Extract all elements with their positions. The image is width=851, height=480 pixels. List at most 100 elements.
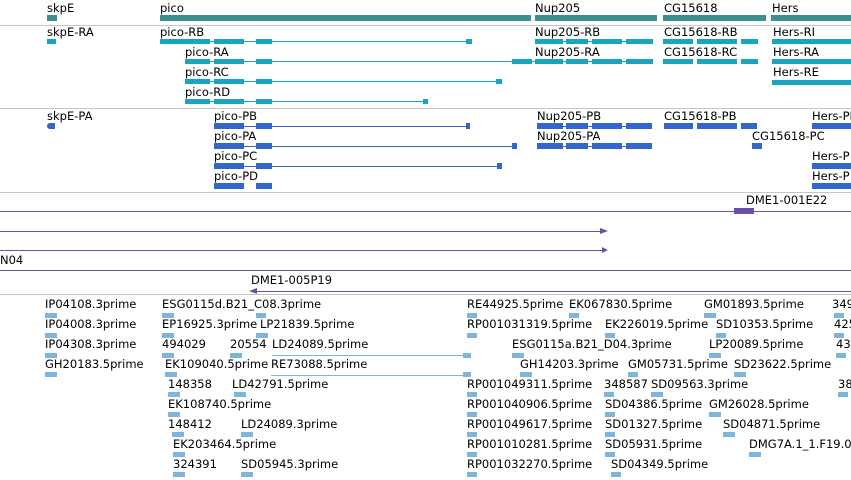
est-feature[interactable] xyxy=(467,392,477,397)
protein-exon[interactable] xyxy=(256,163,272,169)
protein-label[interactable]: pico-PD xyxy=(214,169,259,183)
gene-feature-skpe[interactable] xyxy=(47,15,57,21)
transcript-exon[interactable] xyxy=(512,59,532,64)
protein-label[interactable]: CG15618-PC xyxy=(752,129,825,143)
est-feature[interactable] xyxy=(467,472,477,477)
est-label[interactable]: ESG0115a.B21_D04.3prime xyxy=(512,337,672,351)
transcript-exon[interactable] xyxy=(772,80,851,85)
est-feature[interactable] xyxy=(45,353,57,358)
est-label[interactable]: EK109040.5prime xyxy=(165,357,269,371)
est-label[interactable]: RP001031319.5prime xyxy=(467,317,593,331)
est-label[interactable]: 494029 xyxy=(162,337,206,351)
est-feature[interactable] xyxy=(605,412,615,417)
transcript-label[interactable]: skpE-RA xyxy=(47,25,94,39)
clone-line[interactable] xyxy=(251,291,851,292)
protein-label[interactable]: pico-PA xyxy=(214,129,257,143)
protein-exon[interactable] xyxy=(256,123,272,129)
est-feature[interactable] xyxy=(836,353,846,358)
est-feature[interactable] xyxy=(605,333,615,338)
protein-label[interactable]: pico-PB xyxy=(214,109,258,123)
protein-exon[interactable] xyxy=(512,143,517,149)
est-label[interactable]: 349 xyxy=(832,297,851,311)
est-feature[interactable] xyxy=(716,333,726,338)
est-label[interactable]: GM01893.5prime xyxy=(704,297,804,311)
est-label[interactable]: EK226019.5prime xyxy=(605,317,709,331)
est-feature[interactable] xyxy=(520,372,532,377)
est-label[interactable]: SD04871.5prime xyxy=(723,417,821,431)
est-label[interactable]: 148358 xyxy=(168,377,212,391)
transcript-exon[interactable] xyxy=(160,39,210,44)
est-label[interactable]: SD04386.5prime xyxy=(605,397,703,411)
clone-label[interactable]: DME1-001E22 xyxy=(746,193,828,207)
est-label[interactable]: 38 xyxy=(838,377,851,391)
est-feature[interactable] xyxy=(173,452,185,457)
est-feature[interactable] xyxy=(611,472,621,477)
transcript-exon[interactable] xyxy=(566,39,588,44)
est-feature[interactable] xyxy=(467,432,477,437)
est-label[interactable]: EK203464.5prime xyxy=(173,437,277,451)
transcript-exon[interactable] xyxy=(663,39,693,44)
protein-exon[interactable] xyxy=(697,123,737,129)
transcript-exon[interactable] xyxy=(772,39,851,44)
est-feature[interactable] xyxy=(45,333,57,338)
est-label[interactable]: GH14203.3prime xyxy=(520,357,619,371)
transcript-exon[interactable] xyxy=(772,59,851,64)
transcript-exon[interactable] xyxy=(741,39,758,44)
protein-exon[interactable] xyxy=(214,163,244,169)
protein-label[interactable]: Hers-P xyxy=(812,169,850,183)
est-label[interactable]: LD42791.5prime xyxy=(232,377,329,391)
est-feature[interactable] xyxy=(749,452,761,457)
protein-exon[interactable] xyxy=(497,163,502,169)
transcript-exon[interactable] xyxy=(663,59,693,64)
transcript-exon[interactable] xyxy=(697,39,737,44)
clone-label[interactable]: N04 xyxy=(0,253,24,267)
clone-line[interactable] xyxy=(0,231,604,232)
est-feature[interactable] xyxy=(709,353,721,358)
protein-label[interactable]: Nup205-PA xyxy=(537,129,601,143)
clone-feature[interactable] xyxy=(734,208,754,214)
protein-exon[interactable] xyxy=(214,123,244,129)
est-feature[interactable] xyxy=(168,392,180,397)
protein-label[interactable]: Hers-PI xyxy=(812,109,851,123)
est-feature[interactable] xyxy=(834,333,844,338)
est-feature[interactable] xyxy=(162,313,174,318)
est-label[interactable]: SD05945.3prime xyxy=(241,457,339,471)
transcript-label[interactable]: CG15618-RC xyxy=(664,45,738,59)
est-label[interactable]: SD23622.5prime xyxy=(734,357,832,371)
est-label[interactable]: GM05731.5prime xyxy=(628,357,728,371)
protein-exon[interactable] xyxy=(566,143,588,149)
est-label[interactable]: 425 xyxy=(834,317,851,331)
transcript-exon[interactable] xyxy=(256,39,272,44)
est-feature[interactable] xyxy=(172,432,184,437)
est-label[interactable]: IP04108.3prime xyxy=(45,297,137,311)
transcript-exon[interactable] xyxy=(535,39,563,44)
est-label[interactable]: RP001010281.5prime xyxy=(467,437,593,451)
transcript-exon[interactable] xyxy=(256,59,272,64)
est-feature[interactable] xyxy=(165,372,177,377)
est-feature[interactable] xyxy=(628,372,638,377)
clone-line[interactable] xyxy=(0,211,851,212)
protein-exon[interactable] xyxy=(256,143,272,149)
transcript-exon[interactable] xyxy=(256,99,272,104)
transcript-label[interactable]: Hers-RA xyxy=(773,45,819,59)
est-feature[interactable] xyxy=(512,353,524,358)
clone-line[interactable] xyxy=(0,270,851,271)
transcript-exon[interactable] xyxy=(592,59,622,64)
transcript-exon[interactable] xyxy=(185,59,210,64)
est-label[interactable]: LP21839.5prime xyxy=(260,317,355,331)
protein-exon[interactable] xyxy=(537,123,563,129)
gene-label-cg15618[interactable]: CG15618 xyxy=(664,1,718,15)
est-label[interactable]: IP04308.3prime xyxy=(45,337,137,351)
transcript-exon[interactable] xyxy=(185,99,210,104)
est-feature[interactable] xyxy=(173,472,185,477)
transcript-exon[interactable] xyxy=(423,99,428,104)
protein-exon[interactable] xyxy=(664,123,693,129)
transcript-exon[interactable] xyxy=(741,59,758,64)
gene-feature-hers[interactable] xyxy=(771,15,851,21)
transcript-label[interactable]: Nup205-RA xyxy=(535,45,600,59)
est-feature[interactable] xyxy=(463,353,471,358)
protein-exon[interactable] xyxy=(592,123,622,129)
est-feature[interactable] xyxy=(241,472,253,477)
transcript-feature[interactable] xyxy=(47,39,56,44)
clone-line[interactable] xyxy=(0,250,604,251)
